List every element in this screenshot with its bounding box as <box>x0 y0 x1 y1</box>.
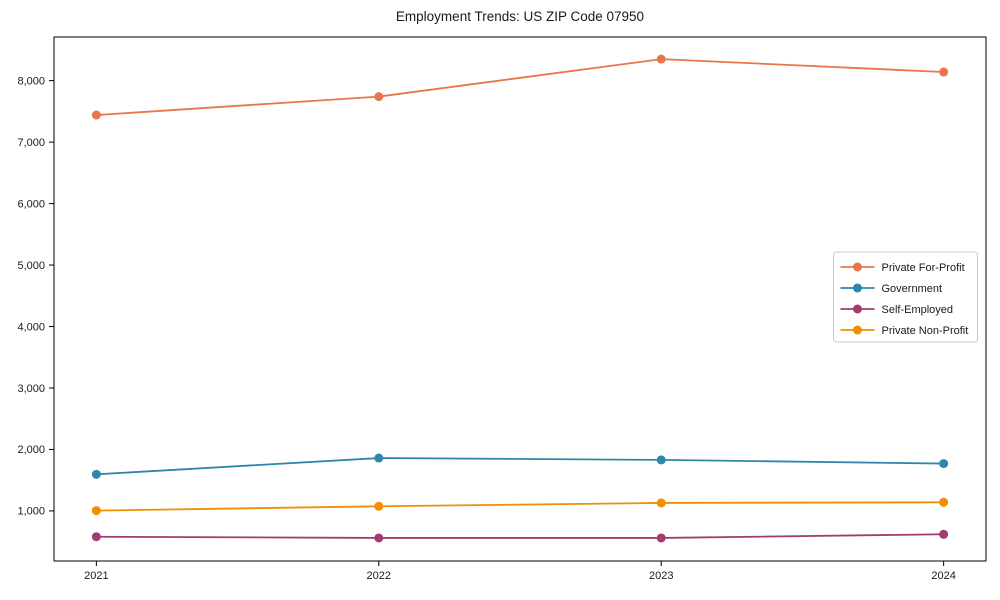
legend-marker <box>853 283 862 293</box>
series-line-self-employed <box>96 533 944 539</box>
x-tick-label: 2022 <box>367 570 391 582</box>
data-point-private-for-profit <box>939 67 949 77</box>
data-point-government <box>939 459 949 469</box>
legend-label: Self-Employed <box>882 304 954 316</box>
legend-marker <box>853 262 862 272</box>
data-point-government <box>656 455 666 465</box>
data-point-self-employed <box>91 532 101 542</box>
legend-label: Private Non-Profit <box>882 325 969 337</box>
data-point-private-for-profit <box>374 92 384 102</box>
legend <box>833 251 978 343</box>
data-point-self-employed <box>939 529 949 539</box>
legend-marker <box>853 325 862 335</box>
data-point-self-employed <box>374 533 384 543</box>
x-tick-label: 2024 <box>931 570 955 582</box>
data-point-private-non-profit <box>374 501 384 511</box>
data-point-private-non-profit <box>939 497 949 507</box>
data-point-self-employed <box>656 533 666 543</box>
y-tick-label: 3,000 <box>17 383 45 395</box>
legend-label: Government <box>882 283 943 295</box>
y-tick-label: 4,000 <box>17 321 45 333</box>
data-point-government <box>91 469 101 479</box>
data-point-private-non-profit <box>91 506 101 516</box>
axes-frame <box>53 36 987 562</box>
series-line-private-non-profit <box>96 501 944 512</box>
series-line-private-for-profit <box>96 58 944 116</box>
legend-marker <box>853 304 862 314</box>
legend-label: Private For-Profit <box>882 262 965 274</box>
data-point-private-non-profit <box>656 498 666 508</box>
chart-title: Employment Trends: US ZIP Code 07950 <box>395 9 645 24</box>
y-tick-label: 1,000 <box>17 506 45 518</box>
y-tick-label: 2,000 <box>17 444 45 456</box>
series-line-government <box>96 457 944 476</box>
x-tick-label: 2021 <box>84 570 108 582</box>
y-tick-label: 7,000 <box>17 137 45 149</box>
data-point-private-for-profit <box>656 54 666 64</box>
y-tick-label: 5,000 <box>17 260 45 272</box>
data-point-private-for-profit <box>91 110 101 120</box>
data-point-government <box>374 453 384 463</box>
y-tick-label: 8,000 <box>17 75 45 87</box>
y-tick-label: 6,000 <box>17 198 45 210</box>
x-tick-label: 2023 <box>649 570 673 582</box>
